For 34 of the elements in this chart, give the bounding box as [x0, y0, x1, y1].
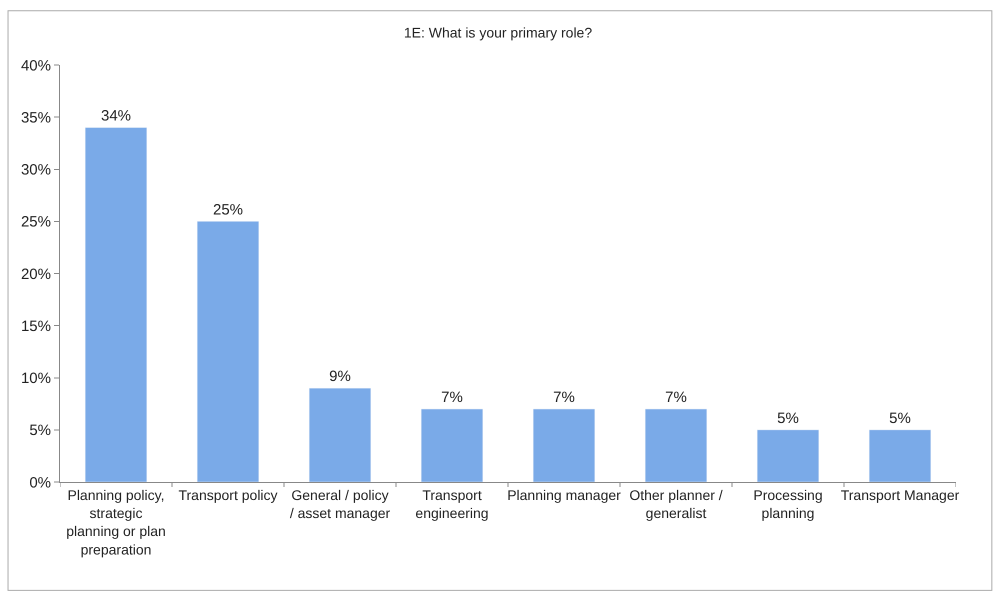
bar — [420, 408, 484, 482]
chart-title: 1E: What is your primary role? — [404, 24, 592, 40]
data-label: 7% — [553, 389, 575, 406]
data-label: 5% — [777, 410, 799, 427]
x-tick-label: Transport policy — [178, 486, 278, 503]
x-tick-label: Other planner / generalist — [629, 486, 723, 521]
y-tick-label: 25% — [20, 214, 51, 231]
x-tick-label: Planning policy, strategic planning or plan preparation — [66, 486, 166, 558]
bar — [532, 408, 596, 482]
bar — [756, 430, 820, 482]
y-tick-label: 40% — [20, 57, 51, 74]
x-tick-label: Planning manager — [507, 486, 622, 503]
y-tick-label: 10% — [20, 370, 51, 387]
data-label: 5% — [889, 410, 911, 427]
y-tick-label: 35% — [20, 109, 51, 126]
data-label: 7% — [665, 389, 687, 406]
x-tick-label: General / policy / asset manager — [290, 486, 391, 521]
bar — [644, 408, 708, 482]
x-tick-label: Processing planning — [753, 486, 823, 521]
y-tick-label: 30% — [20, 162, 51, 178]
x-tick-label: Transport Manager — [840, 486, 960, 503]
bar — [84, 127, 148, 482]
data-label: 34% — [100, 108, 132, 125]
bar — [868, 430, 932, 482]
y-tick-label: 0% — [29, 474, 51, 492]
y-tick-label: 5% — [29, 422, 51, 440]
x-tick-label: Transport engineering — [415, 486, 489, 521]
y-tick-label: 20% — [20, 266, 51, 283]
data-label: 7% — [441, 389, 463, 406]
data-label: 9% — [329, 368, 351, 386]
bar — [196, 221, 260, 482]
y-tick-label: 15% — [20, 318, 51, 335]
bar — [308, 388, 372, 482]
data-label: 25% — [212, 201, 244, 218]
